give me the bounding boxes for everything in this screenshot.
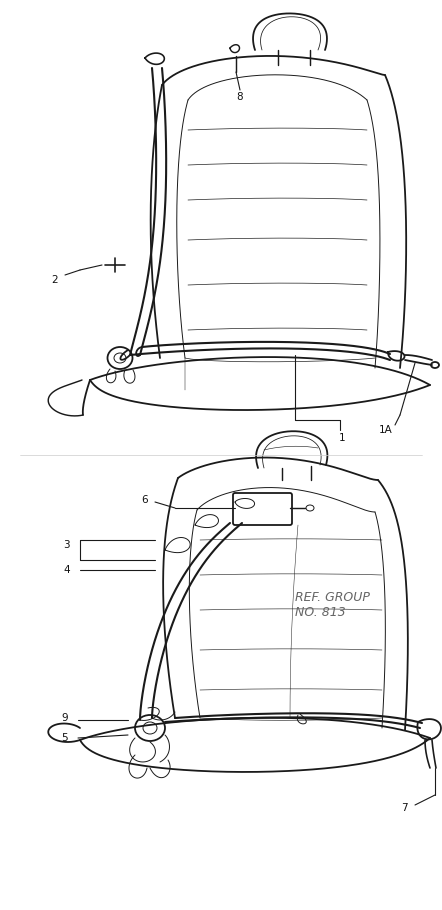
Text: 4: 4 [63,565,70,575]
Ellipse shape [135,715,165,741]
Text: 7: 7 [401,803,408,813]
Ellipse shape [306,505,314,511]
Text: 3: 3 [63,540,70,550]
Ellipse shape [431,362,439,368]
Text: 8: 8 [236,92,243,102]
Text: 9: 9 [61,713,68,723]
Text: 2: 2 [51,275,58,285]
Ellipse shape [143,722,157,734]
Text: 5: 5 [61,733,68,743]
FancyBboxPatch shape [233,493,292,525]
Text: 6: 6 [141,495,148,505]
Text: 1A: 1A [379,425,393,435]
Text: REF. GROUP
NO. 813: REF. GROUP NO. 813 [295,591,370,619]
Ellipse shape [107,347,133,369]
Text: 1: 1 [339,433,345,443]
Ellipse shape [114,353,126,363]
